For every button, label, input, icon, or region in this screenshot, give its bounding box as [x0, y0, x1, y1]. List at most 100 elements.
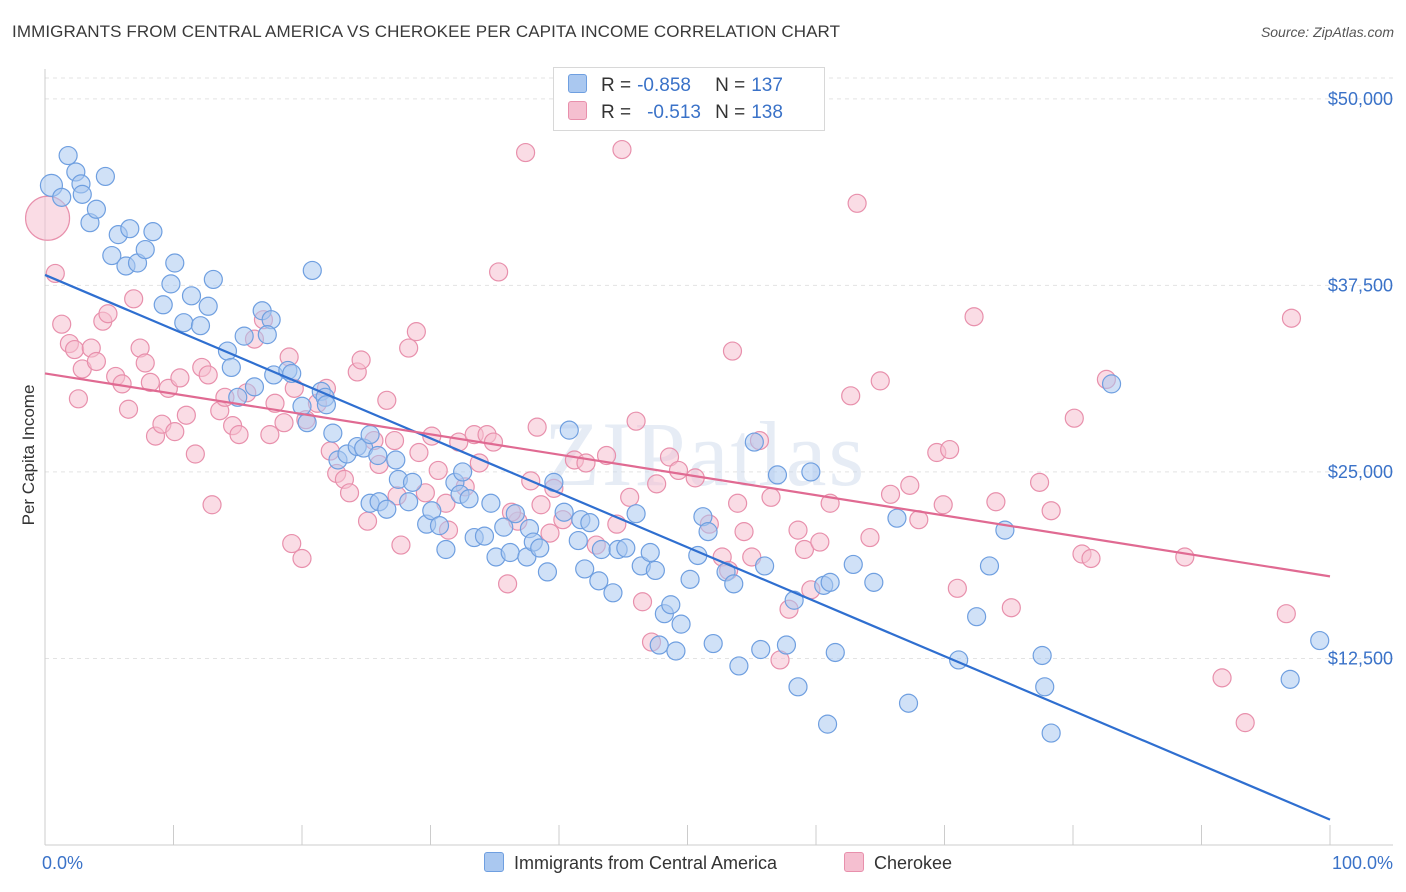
- cherokee-point: [527, 417, 547, 437]
- cherokee-point: [1212, 668, 1232, 688]
- cherokee-point: [933, 495, 953, 515]
- immigrants-point: [422, 501, 442, 521]
- cherokee-point: [1001, 598, 1021, 618]
- cherokee-point: [282, 533, 302, 554]
- immigrants-point: [724, 574, 744, 594]
- immigrants-point: [161, 274, 181, 294]
- cherokee-point: [265, 393, 285, 413]
- cherokee-point: [1064, 408, 1084, 428]
- bottom-legend-label-cherokee: Cherokee: [874, 853, 953, 873]
- cherokee-point: [339, 483, 360, 503]
- y-tick-label: $25,000: [1328, 462, 1393, 482]
- immigrants-point: [360, 425, 380, 445]
- immigrants-point: [221, 357, 241, 378]
- immigrants-point: [559, 420, 579, 440]
- cherokee-point: [531, 495, 551, 515]
- immigrants-point: [754, 556, 775, 576]
- y-axis-label: Per Capita Income: [19, 385, 38, 526]
- cherokee-point: [986, 492, 1006, 512]
- legend-r-label: R =: [601, 75, 632, 96]
- immigrants-point: [1101, 374, 1122, 394]
- immigrants-point: [603, 583, 623, 603]
- immigrants-point: [143, 222, 163, 242]
- immigrants-point: [436, 539, 456, 560]
- cherokee-point: [1276, 604, 1296, 624]
- immigrants-point: [86, 199, 107, 219]
- cherokee-point: [870, 371, 890, 391]
- immigrants-point: [864, 572, 884, 592]
- immigrants-point: [58, 145, 78, 166]
- cherokee-point: [722, 341, 743, 361]
- cherokee-point: [415, 483, 435, 503]
- immigrants-point: [767, 465, 788, 485]
- cherokee-point: [734, 522, 754, 542]
- immigrants-point: [788, 677, 808, 697]
- y-tick-label: $50,000: [1328, 89, 1393, 109]
- trend-lines: [44, 273, 1331, 821]
- cherokee-point: [761, 487, 781, 507]
- source-credit: Source: ZipAtlas.com: [1260, 24, 1394, 40]
- immigrants-point: [52, 187, 72, 207]
- immigrants-point: [554, 502, 574, 522]
- immigrants-point: [817, 714, 838, 734]
- cherokee-point: [947, 578, 967, 598]
- cherokee-point: [229, 425, 249, 445]
- immigrants-point: [703, 633, 723, 654]
- immigrants-point: [500, 542, 520, 563]
- immigrants-point: [649, 635, 669, 655]
- immigrants-point: [661, 595, 681, 615]
- cherokee-point: [135, 353, 155, 373]
- cherokee-point: [52, 314, 72, 334]
- cherokee-point: [596, 445, 617, 466]
- immigrants-point: [825, 642, 845, 663]
- immigrants-point: [174, 313, 194, 333]
- immigrants-point: [153, 295, 173, 315]
- immigrants-point: [72, 184, 92, 204]
- immigrants-point: [626, 504, 646, 524]
- immigrants-point: [744, 432, 764, 452]
- cherokee-point: [428, 460, 448, 481]
- cherokee-point: [880, 484, 901, 504]
- cherokee-point: [68, 389, 89, 409]
- immigrants-point: [580, 513, 600, 533]
- immigrants-point: [591, 539, 612, 560]
- cherokee-point: [86, 351, 107, 372]
- cherokee-point: [185, 444, 205, 464]
- cherokee-point: [1041, 501, 1061, 521]
- immigrants-point: [568, 530, 588, 551]
- immigrants-point: [666, 641, 686, 661]
- cherokee-point: [118, 399, 139, 419]
- cherokee-point: [1281, 308, 1302, 328]
- cherokee-point: [406, 322, 426, 342]
- immigrants-point: [402, 472, 423, 492]
- immigrants-trend-line: [44, 273, 1331, 821]
- cherokee-point: [292, 548, 312, 569]
- immigrants-point: [776, 635, 797, 655]
- immigrants-point: [898, 693, 919, 713]
- immigrants-point: [1041, 723, 1061, 743]
- cherokee-point: [647, 474, 667, 494]
- cherokee-point: [391, 535, 411, 555]
- legend-n-value-cherokee: 138: [751, 102, 783, 123]
- legend-row-cherokee: R = -0.513 N = 138: [568, 101, 783, 127]
- cherokee-point: [728, 493, 748, 513]
- cherokee-point: [540, 523, 560, 543]
- cherokee-point: [810, 532, 830, 552]
- immigrants-point: [377, 499, 397, 519]
- immigrants-point: [302, 260, 322, 281]
- cherokee-point: [668, 460, 689, 481]
- cherokee-point: [964, 307, 984, 327]
- cherokee-point: [620, 487, 640, 507]
- cherokee-point: [351, 350, 371, 370]
- cherokee-point: [274, 413, 294, 433]
- cherokee-point: [498, 574, 518, 594]
- cherokee-point: [140, 372, 160, 392]
- bottom-legend-label-immigrants: Immigrants from Central America: [514, 853, 778, 873]
- cherokee-point: [260, 425, 280, 445]
- cherokee-point: [576, 453, 596, 473]
- cherokee-point: [384, 430, 405, 451]
- immigrants-point: [190, 316, 211, 336]
- bottom-legend-swatch-immigrants: [484, 852, 504, 872]
- cherokee-point: [377, 390, 397, 410]
